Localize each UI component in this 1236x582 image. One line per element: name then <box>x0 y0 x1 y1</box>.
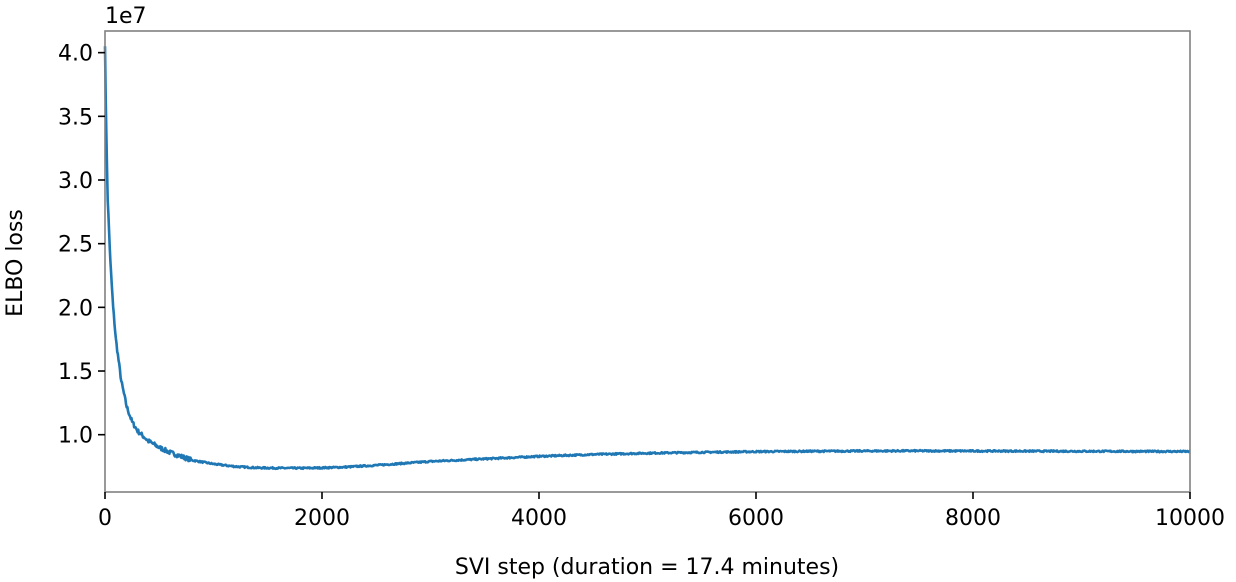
x-tick-label: 10000 <box>1155 506 1225 531</box>
elbo-loss-line <box>103 46 1191 471</box>
y-tick-label: 1.5 <box>58 360 93 385</box>
y-offset-label: 1e7 <box>105 4 147 29</box>
x-tick-label: 4000 <box>511 506 567 531</box>
x-tick-label: 8000 <box>945 506 1001 531</box>
x-tick-label: 6000 <box>728 506 784 531</box>
x-tick-label: 0 <box>98 506 112 531</box>
y-tick-label: 2.0 <box>58 296 93 321</box>
x-tick-label: 2000 <box>294 506 350 531</box>
y-tick-label: 3.0 <box>58 169 93 194</box>
y-tick-label: 3.5 <box>58 105 93 130</box>
y-tick-label: 2.5 <box>58 233 93 258</box>
y-tick-label: 4.0 <box>58 42 93 67</box>
y-axis-ticks: 1.0 1.5 2.0 2.5 3.0 3.5 4.0 <box>58 42 105 449</box>
y-tick-label: 1.0 <box>58 424 93 449</box>
plot-area <box>103 46 1191 471</box>
x-axis-ticks: 0 2000 4000 6000 8000 10000 <box>98 492 1225 531</box>
x-axis-label: SVI step (duration = 17.4 minutes) <box>455 555 839 580</box>
y-axis-label: ELBO loss <box>3 209 28 317</box>
axes-frame <box>104 30 1191 493</box>
